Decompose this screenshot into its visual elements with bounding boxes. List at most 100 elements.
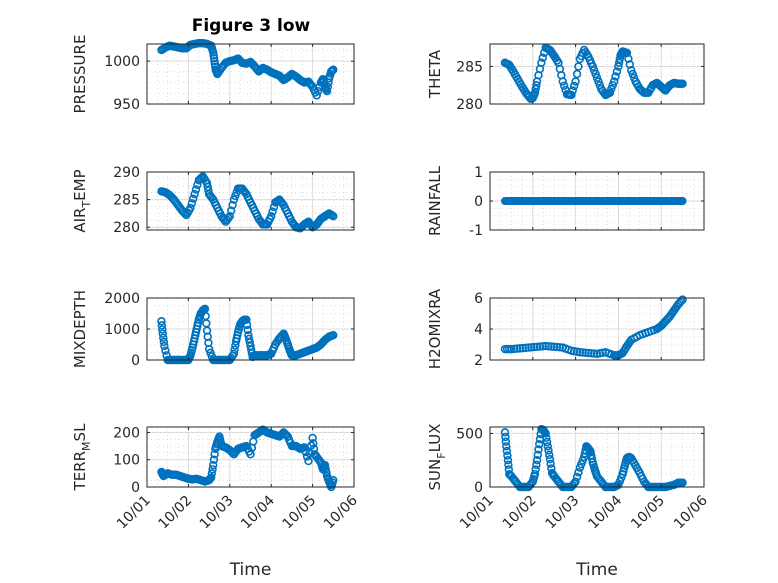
- subplot-h2omixra: 2 4 6 H2OMIXRA: [426, 288, 705, 369]
- y-label-main: SUN: [426, 459, 444, 491]
- data-point: [572, 472, 582, 482]
- data-point: [210, 450, 219, 459]
- data-point: [678, 79, 687, 88]
- y-tick-label: -1: [469, 223, 483, 239]
- y-axis-label: H2OMIXRA: [426, 288, 444, 369]
- axes-box: [146, 43, 355, 105]
- data-point: [268, 207, 277, 216]
- data-point: [313, 86, 323, 96]
- subplot-air: 280 285 290 AIRTEMP: [71, 165, 355, 236]
- data-point: [547, 342, 556, 351]
- x-tick-label: 10/01: [457, 493, 497, 533]
- y-axis-label: RAINFALL: [426, 165, 444, 236]
- data-point: [532, 81, 541, 90]
- data-point: [226, 206, 236, 215]
- data-point: [322, 468, 331, 477]
- figure-title: Figure 3 low: [192, 16, 311, 36]
- y-label-subscript: M: [80, 441, 93, 451]
- data-point: [530, 342, 539, 352]
- data-point: [678, 295, 687, 304]
- x-axis-label: Time: [229, 560, 272, 580]
- data-point: [189, 194, 198, 203]
- data-point: [535, 342, 545, 351]
- x-tick-label: 10/05: [280, 493, 320, 533]
- x-tick-label: 10/06: [321, 492, 361, 532]
- data-point: [209, 460, 218, 470]
- data-point: [503, 451, 512, 460]
- data-point: [224, 213, 233, 223]
- x-tick-label: 10/03: [543, 493, 583, 533]
- y-label-rest: LUX: [426, 424, 444, 453]
- y-label-main: TERR: [71, 451, 89, 492]
- y-tick-label: 0: [131, 353, 140, 369]
- y-axis-label: AIRTEMP: [71, 169, 93, 232]
- data-point: [190, 189, 199, 199]
- y-axis-label: MIXDEPTH: [71, 290, 89, 368]
- data-point: [209, 455, 219, 464]
- data-point: [312, 91, 321, 100]
- data-point: [611, 72, 620, 81]
- y-label-main: AIR: [71, 208, 89, 233]
- y-tick-label: 285: [456, 60, 483, 76]
- y-tick-label: 100: [113, 453, 140, 469]
- y-tick-label: 290: [113, 165, 140, 181]
- x-tick-label: 10/05: [628, 493, 668, 533]
- data-point: [542, 433, 551, 442]
- data-point: [614, 62, 623, 71]
- data-point: [159, 337, 169, 347]
- data-point: [186, 203, 195, 213]
- data-point: [231, 191, 240, 201]
- subplot-rainfall: -1 0 1 RAINFALL: [426, 165, 705, 239]
- data-point: [572, 69, 582, 79]
- y-label-rest: SL: [71, 423, 89, 442]
- data-point: [208, 465, 217, 474]
- data-point: [242, 320, 252, 330]
- data-point: [530, 88, 540, 97]
- y-tick-label: 285: [113, 193, 140, 209]
- data-point: [544, 342, 553, 351]
- y-tick-label: 6: [474, 291, 483, 307]
- data-point: [608, 81, 617, 90]
- data-point: [567, 90, 576, 100]
- data-point: [158, 329, 167, 338]
- data-point: [537, 58, 546, 67]
- data-point: [501, 437, 511, 446]
- axes-box: [489, 426, 705, 488]
- data-point: [541, 341, 550, 351]
- data-point: [229, 195, 239, 204]
- x-tick-label: 10/04: [585, 492, 625, 532]
- data-point: [569, 81, 579, 91]
- data-point: [242, 315, 251, 324]
- y-tick-label: 0: [474, 194, 483, 210]
- data-point: [308, 433, 317, 443]
- y-tick-label: 280: [113, 220, 140, 236]
- data-point: [502, 442, 511, 451]
- data-point: [545, 454, 555, 464]
- y-tick-label: 950: [113, 97, 140, 113]
- data-point: [206, 473, 216, 482]
- data-point: [220, 215, 229, 225]
- data-point: [510, 344, 519, 354]
- y-axis-label: THETA: [426, 49, 444, 99]
- data-point: [500, 428, 510, 437]
- data-point: [578, 348, 587, 357]
- data-point: [588, 62, 597, 71]
- data-point: [538, 342, 547, 351]
- y-axis-label: TERRMSL: [71, 423, 93, 492]
- data-point: [521, 343, 530, 353]
- data-point: [322, 86, 332, 96]
- axes-box: [146, 171, 355, 231]
- data-point: [552, 342, 562, 352]
- y-label-subscript: T: [80, 201, 93, 209]
- data-point: [531, 465, 540, 474]
- data-point: [609, 77, 619, 86]
- data-point: [589, 349, 599, 358]
- data-point: [531, 84, 540, 94]
- data-point: [532, 456, 542, 465]
- data-point: [191, 185, 201, 194]
- data-point: [530, 469, 540, 479]
- data-point: [225, 211, 235, 221]
- data-point: [187, 199, 197, 208]
- y-tick-label: 0: [474, 480, 483, 496]
